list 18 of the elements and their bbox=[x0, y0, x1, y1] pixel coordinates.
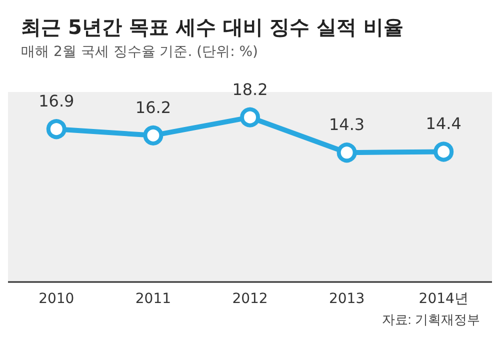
x-tick-label: 2013 bbox=[328, 291, 365, 307]
point bbox=[46, 119, 66, 140]
x-tick-label: 2014년 bbox=[418, 291, 468, 307]
data-label: 16.2 bbox=[135, 98, 172, 117]
x-tick-label: 2011 bbox=[135, 291, 172, 307]
data-label: 16.9 bbox=[38, 92, 74, 111]
point bbox=[143, 125, 164, 146]
chart-subtitle: 매해 2월 국세 징수율 기준. (단위: %) bbox=[21, 44, 258, 60]
chart-title: 최근 5년간 목표 세수 대비 징수 실적 비율 bbox=[21, 15, 404, 39]
point bbox=[240, 107, 260, 128]
data-label: 14.4 bbox=[426, 114, 462, 134]
text: 자료: 기획재정부 bbox=[382, 312, 480, 327]
point bbox=[336, 142, 357, 163]
data-label: 18.2 bbox=[232, 80, 268, 99]
data-label: 14.3 bbox=[328, 115, 365, 134]
point bbox=[434, 142, 454, 162]
x-tick-label: 2010 bbox=[38, 291, 74, 307]
x-tick-label: 2012 bbox=[232, 291, 268, 307]
